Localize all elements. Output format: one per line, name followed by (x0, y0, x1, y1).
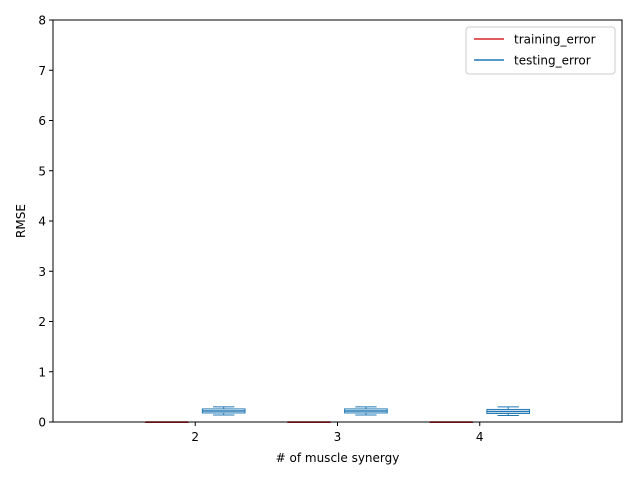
legend: training_error testing_error (465, 26, 616, 75)
y-tick-label: 1 (38, 365, 46, 379)
y-axis-ticks: 0 1 2 3 4 5 6 7 8 (38, 14, 53, 430)
x-axis-ticks: 2 3 4 (191, 422, 484, 444)
box-testing-error-3 (344, 406, 388, 416)
plot-marks (144, 406, 531, 423)
y-tick-label: 8 (38, 14, 46, 28)
y-tick-label: 3 (38, 265, 46, 279)
y-tick-label: 0 (38, 416, 46, 430)
y-tick-label: 7 (38, 64, 46, 78)
y-tick-label: 4 (38, 215, 46, 229)
x-axis-label: # of muscle synergy (276, 451, 400, 465)
y-tick-label: 6 (38, 114, 46, 128)
legend-label-testing-error: testing_error (514, 54, 591, 68)
legend-label-training-error: training_error (514, 33, 596, 47)
box-testing-error-4 (486, 406, 531, 416)
axes-frame (52, 19, 623, 423)
x-tick-label: 2 (191, 430, 199, 444)
x-tick-label: 4 (476, 430, 484, 444)
box-testing-error-2 (201, 406, 246, 416)
y-tick-label: 2 (38, 315, 46, 329)
x-tick-label: 3 (334, 430, 342, 444)
y-tick-label: 5 (38, 164, 46, 178)
y-axis-label: RMSE (14, 204, 28, 238)
